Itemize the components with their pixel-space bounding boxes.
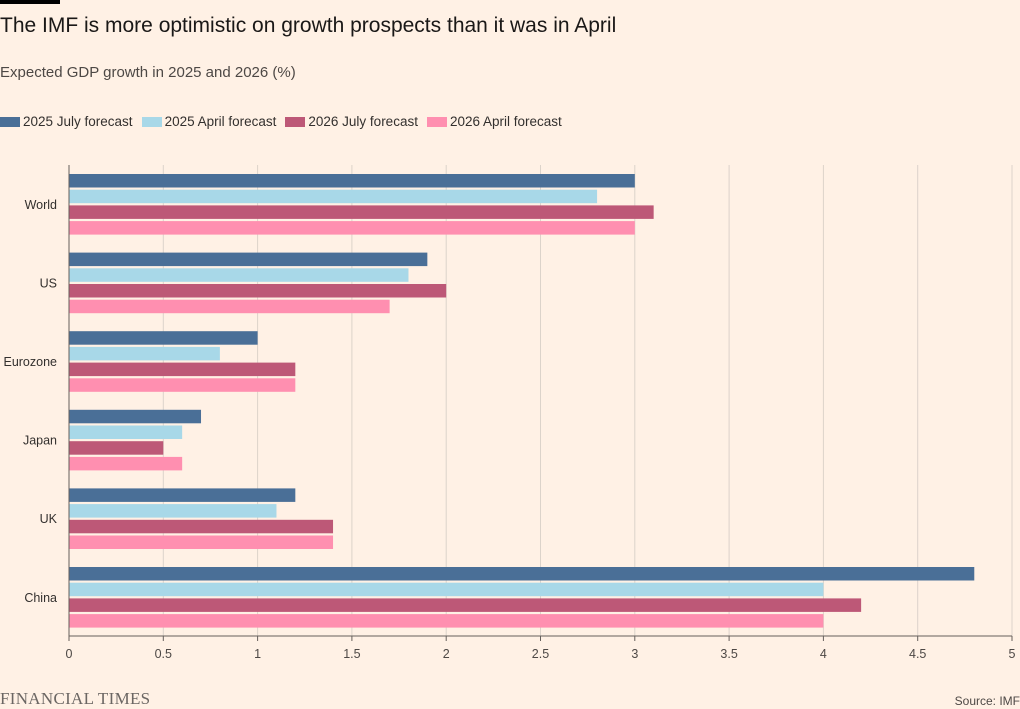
legend-label: 2025 July forecast [23,114,133,129]
chart-title: The IMF is more optimistic on growth pro… [0,14,617,37]
x-tick-label: 3 [631,647,638,661]
bar [69,299,390,314]
x-tick-label: 0 [66,647,73,661]
source-note: Source: IMF [954,694,1020,708]
x-tick-label: 5 [1009,647,1016,661]
category-label: UK [40,512,58,526]
x-tick-label: 4 [820,647,827,661]
bar [69,189,598,204]
category-label: China [24,591,57,605]
bar [69,504,277,518]
bar [69,331,258,345]
legend-swatch [141,116,162,127]
legend-item-2025-july: 2025 July forecast [0,114,133,129]
legend-item-2025-april: 2025 April forecast [141,114,277,129]
bar [69,284,447,298]
bar [69,425,183,439]
category-label: World [25,198,57,212]
bar [69,205,654,219]
bar [69,268,409,282]
legend-label: 2025 April forecast [164,114,277,129]
bar [69,488,296,502]
bar [69,535,334,549]
x-tick-label: 1.5 [343,647,360,661]
legend-label: 2026 July forecast [308,114,418,129]
category-label: Eurozone [3,355,57,369]
x-tick-label: 4.5 [909,647,926,661]
bar [69,409,202,424]
category-label: US [40,276,57,290]
x-tick-label: 3.5 [720,647,737,661]
bar [69,346,220,361]
bar [69,221,635,235]
x-tick-label: 1 [254,647,261,661]
bar [69,598,862,612]
x-tick-label: 2 [443,647,450,661]
category-label: Japan [23,434,57,448]
legend-item-2026-july: 2026 July forecast [285,114,418,129]
legend-swatch [0,116,20,127]
brand-bar [0,0,60,4]
x-tick-label: 2.5 [532,647,549,661]
legend-item-2026-april: 2026 April forecast [426,114,562,129]
legend: 2025 July forecast 2025 April forecast 2… [0,114,571,129]
chart-subtitle: Expected GDP growth in 2025 and 2026 (%) [0,64,296,81]
bar [69,519,334,534]
legend-swatch [285,116,306,127]
x-tick-label: 0.5 [155,647,172,661]
bar [69,456,183,471]
legend-label: 2026 April forecast [449,114,562,129]
ft-logo: FINANCIAL TIMES [0,689,151,708]
bar [69,582,824,597]
bar [69,174,635,188]
bar [69,614,824,628]
bar [69,567,975,581]
bar [69,378,296,392]
legend-swatch [426,116,447,127]
bar [69,441,164,455]
bar [69,252,428,267]
bar [69,362,296,377]
